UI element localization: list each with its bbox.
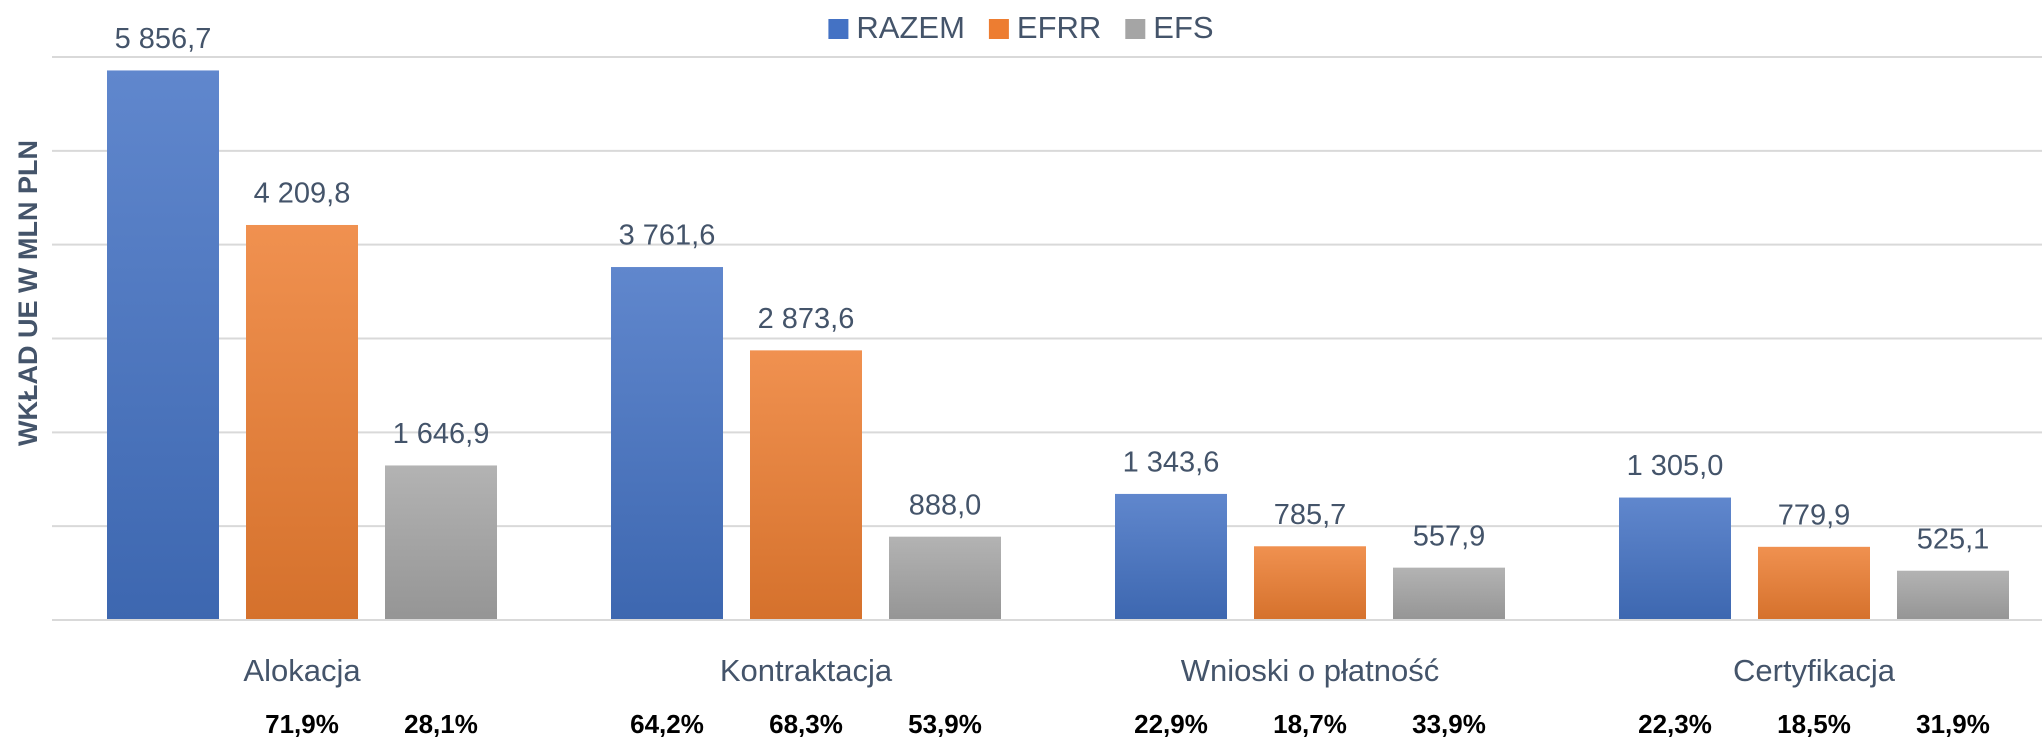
bar xyxy=(1115,493,1227,620)
bar xyxy=(889,536,1001,620)
bar xyxy=(246,224,358,620)
share-label: 22,9% xyxy=(1134,709,1208,739)
legend: RAZEM EFRR EFS xyxy=(828,10,1214,45)
data-label: 779,9 xyxy=(1778,499,1851,531)
data-label: 2 873,6 xyxy=(758,303,855,335)
bar xyxy=(1758,546,1870,620)
y-axis-title: WKŁAD UE W MLN PLN xyxy=(13,140,43,446)
data-label: 5 856,7 xyxy=(115,23,212,55)
bar xyxy=(1619,497,1731,620)
share-label: 22,3% xyxy=(1638,709,1712,739)
legend-swatch xyxy=(1125,19,1146,39)
data-label: 4 209,8 xyxy=(254,178,351,210)
x-tick-label: Kontraktacja xyxy=(720,653,893,688)
share-label: 53,9% xyxy=(908,709,982,739)
share-label: 18,5% xyxy=(1777,709,1851,739)
legend-item: EFS xyxy=(1125,10,1214,45)
share-label: 71,9% xyxy=(265,709,339,739)
legend-swatch xyxy=(988,19,1009,39)
data-label: 525,1 xyxy=(1917,523,1990,555)
legend-item: RAZEM xyxy=(828,10,965,45)
data-label: 557,9 xyxy=(1413,520,1486,552)
data-label: 1 646,9 xyxy=(393,418,490,450)
bar xyxy=(385,465,497,620)
legend-label: EFS xyxy=(1153,10,1213,45)
bar xyxy=(1393,567,1505,620)
share-label: 64,2% xyxy=(630,709,704,739)
data-label: 785,7 xyxy=(1274,499,1347,531)
share-label: 31,9% xyxy=(1916,709,1990,739)
x-tick-label: Alokacja xyxy=(243,653,361,688)
x-tick-label: Certyfikacja xyxy=(1733,653,1896,688)
share-label: 18,7% xyxy=(1273,709,1347,739)
legend-swatch xyxy=(828,19,849,39)
share-label: 28,1% xyxy=(404,709,478,739)
legend-item: EFRR xyxy=(988,10,1101,45)
x-tick-label: Wnioski o płatność xyxy=(1181,653,1439,688)
bar xyxy=(750,350,862,620)
data-label: 888,0 xyxy=(909,489,982,521)
data-label: 1 343,6 xyxy=(1123,447,1220,479)
data-label: 1 305,0 xyxy=(1627,450,1724,482)
bar xyxy=(107,70,219,621)
share-label: 33,9% xyxy=(1412,709,1486,739)
bar xyxy=(611,267,723,620)
bar xyxy=(1897,570,2009,620)
data-label: 3 761,6 xyxy=(619,220,716,252)
share-label: 68,3% xyxy=(769,709,843,739)
bar xyxy=(1254,546,1366,620)
legend-label: EFRR xyxy=(1017,10,1101,45)
legend-label: RAZEM xyxy=(856,10,965,45)
